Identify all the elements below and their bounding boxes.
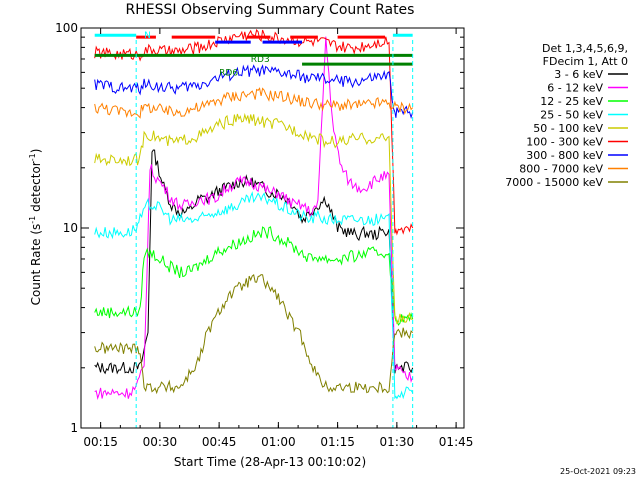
y-axis: 1 10 100: [55, 21, 464, 435]
legend-header-line-2: FDecim 1, Att 0: [543, 55, 628, 68]
y-axis-label-end: ): [29, 149, 43, 154]
x-tick-label-6: 01:45: [439, 435, 474, 449]
annotations: N RD3 RD6: [144, 31, 270, 78]
y-tick-label-0: 1: [70, 421, 78, 435]
series-line-5: [94, 28, 414, 236]
series-line-8: [94, 274, 414, 395]
y-axis-label-exp2: -1: [28, 153, 37, 161]
x-tick-label-1: 00:30: [143, 435, 178, 449]
legend-header-line-1: Det 1,3,4,5,6,9,: [542, 42, 628, 55]
footer-timestamp: 25-Oct-2021 09:23: [560, 467, 636, 476]
x-axis-label: Start Time (28-Apr-13 00:10:02): [174, 455, 366, 469]
y-axis-label-main: Count Rate (s: [29, 224, 43, 306]
legend: Det 1,3,4,5,6,9, FDecim 1, Att 0 3 - 6 k…: [505, 42, 628, 189]
x-tick-label-0: 00:15: [83, 435, 118, 449]
series-line-4: [94, 112, 413, 325]
x-tick-label-4: 01:15: [320, 435, 355, 449]
legend-label-5: 100 - 300 keV: [526, 136, 603, 149]
annotation-2: RD6: [219, 68, 238, 78]
series-line-0: [94, 149, 414, 375]
series-line-7: [94, 87, 414, 119]
series-line-2: [94, 226, 414, 326]
flags-layer: [94, 33, 413, 66]
y-tick-label-1: 10: [63, 221, 78, 235]
series-line-3: [94, 191, 414, 400]
legend-label-6: 300 - 800 keV: [526, 149, 603, 162]
legend-label-0: 3 - 6 keV: [554, 68, 603, 81]
y-axis-label-tail: detector: [29, 161, 43, 216]
annotation-1: RD3: [251, 55, 270, 65]
y-axis-label-exp: -1: [28, 216, 37, 224]
x-axis: 00:15 00:30 00:45 01:00 01:15 01:30 01:45: [83, 28, 473, 449]
legend-label-2: 12 - 25 keV: [540, 95, 603, 108]
legend-label-8: 7000 - 15000 keV: [505, 176, 603, 189]
y-axis-label: Count Rate (s-1 detector-1): [28, 149, 43, 306]
y-tick-label-2: 100: [55, 21, 78, 35]
legend-label-1: 6 - 12 keV: [547, 82, 603, 95]
x-tick-label-2: 00:45: [202, 435, 237, 449]
annotation-0: N: [144, 31, 151, 41]
legend-label-3: 25 - 50 keV: [540, 109, 603, 122]
series-line-1: [94, 36, 414, 400]
x-tick-label-5: 01:30: [380, 435, 415, 449]
attenuator-markers: [135, 40, 414, 428]
series-line-6: [94, 64, 414, 120]
series-layer: [94, 28, 414, 400]
x-tick-label-3: 01:00: [261, 435, 296, 449]
legend-label-7: 800 - 7000 keV: [519, 163, 603, 176]
legend-label-4: 50 - 100 keV: [533, 122, 603, 135]
chart-title: RHESSI Observing Summary Count Rates: [126, 2, 415, 18]
